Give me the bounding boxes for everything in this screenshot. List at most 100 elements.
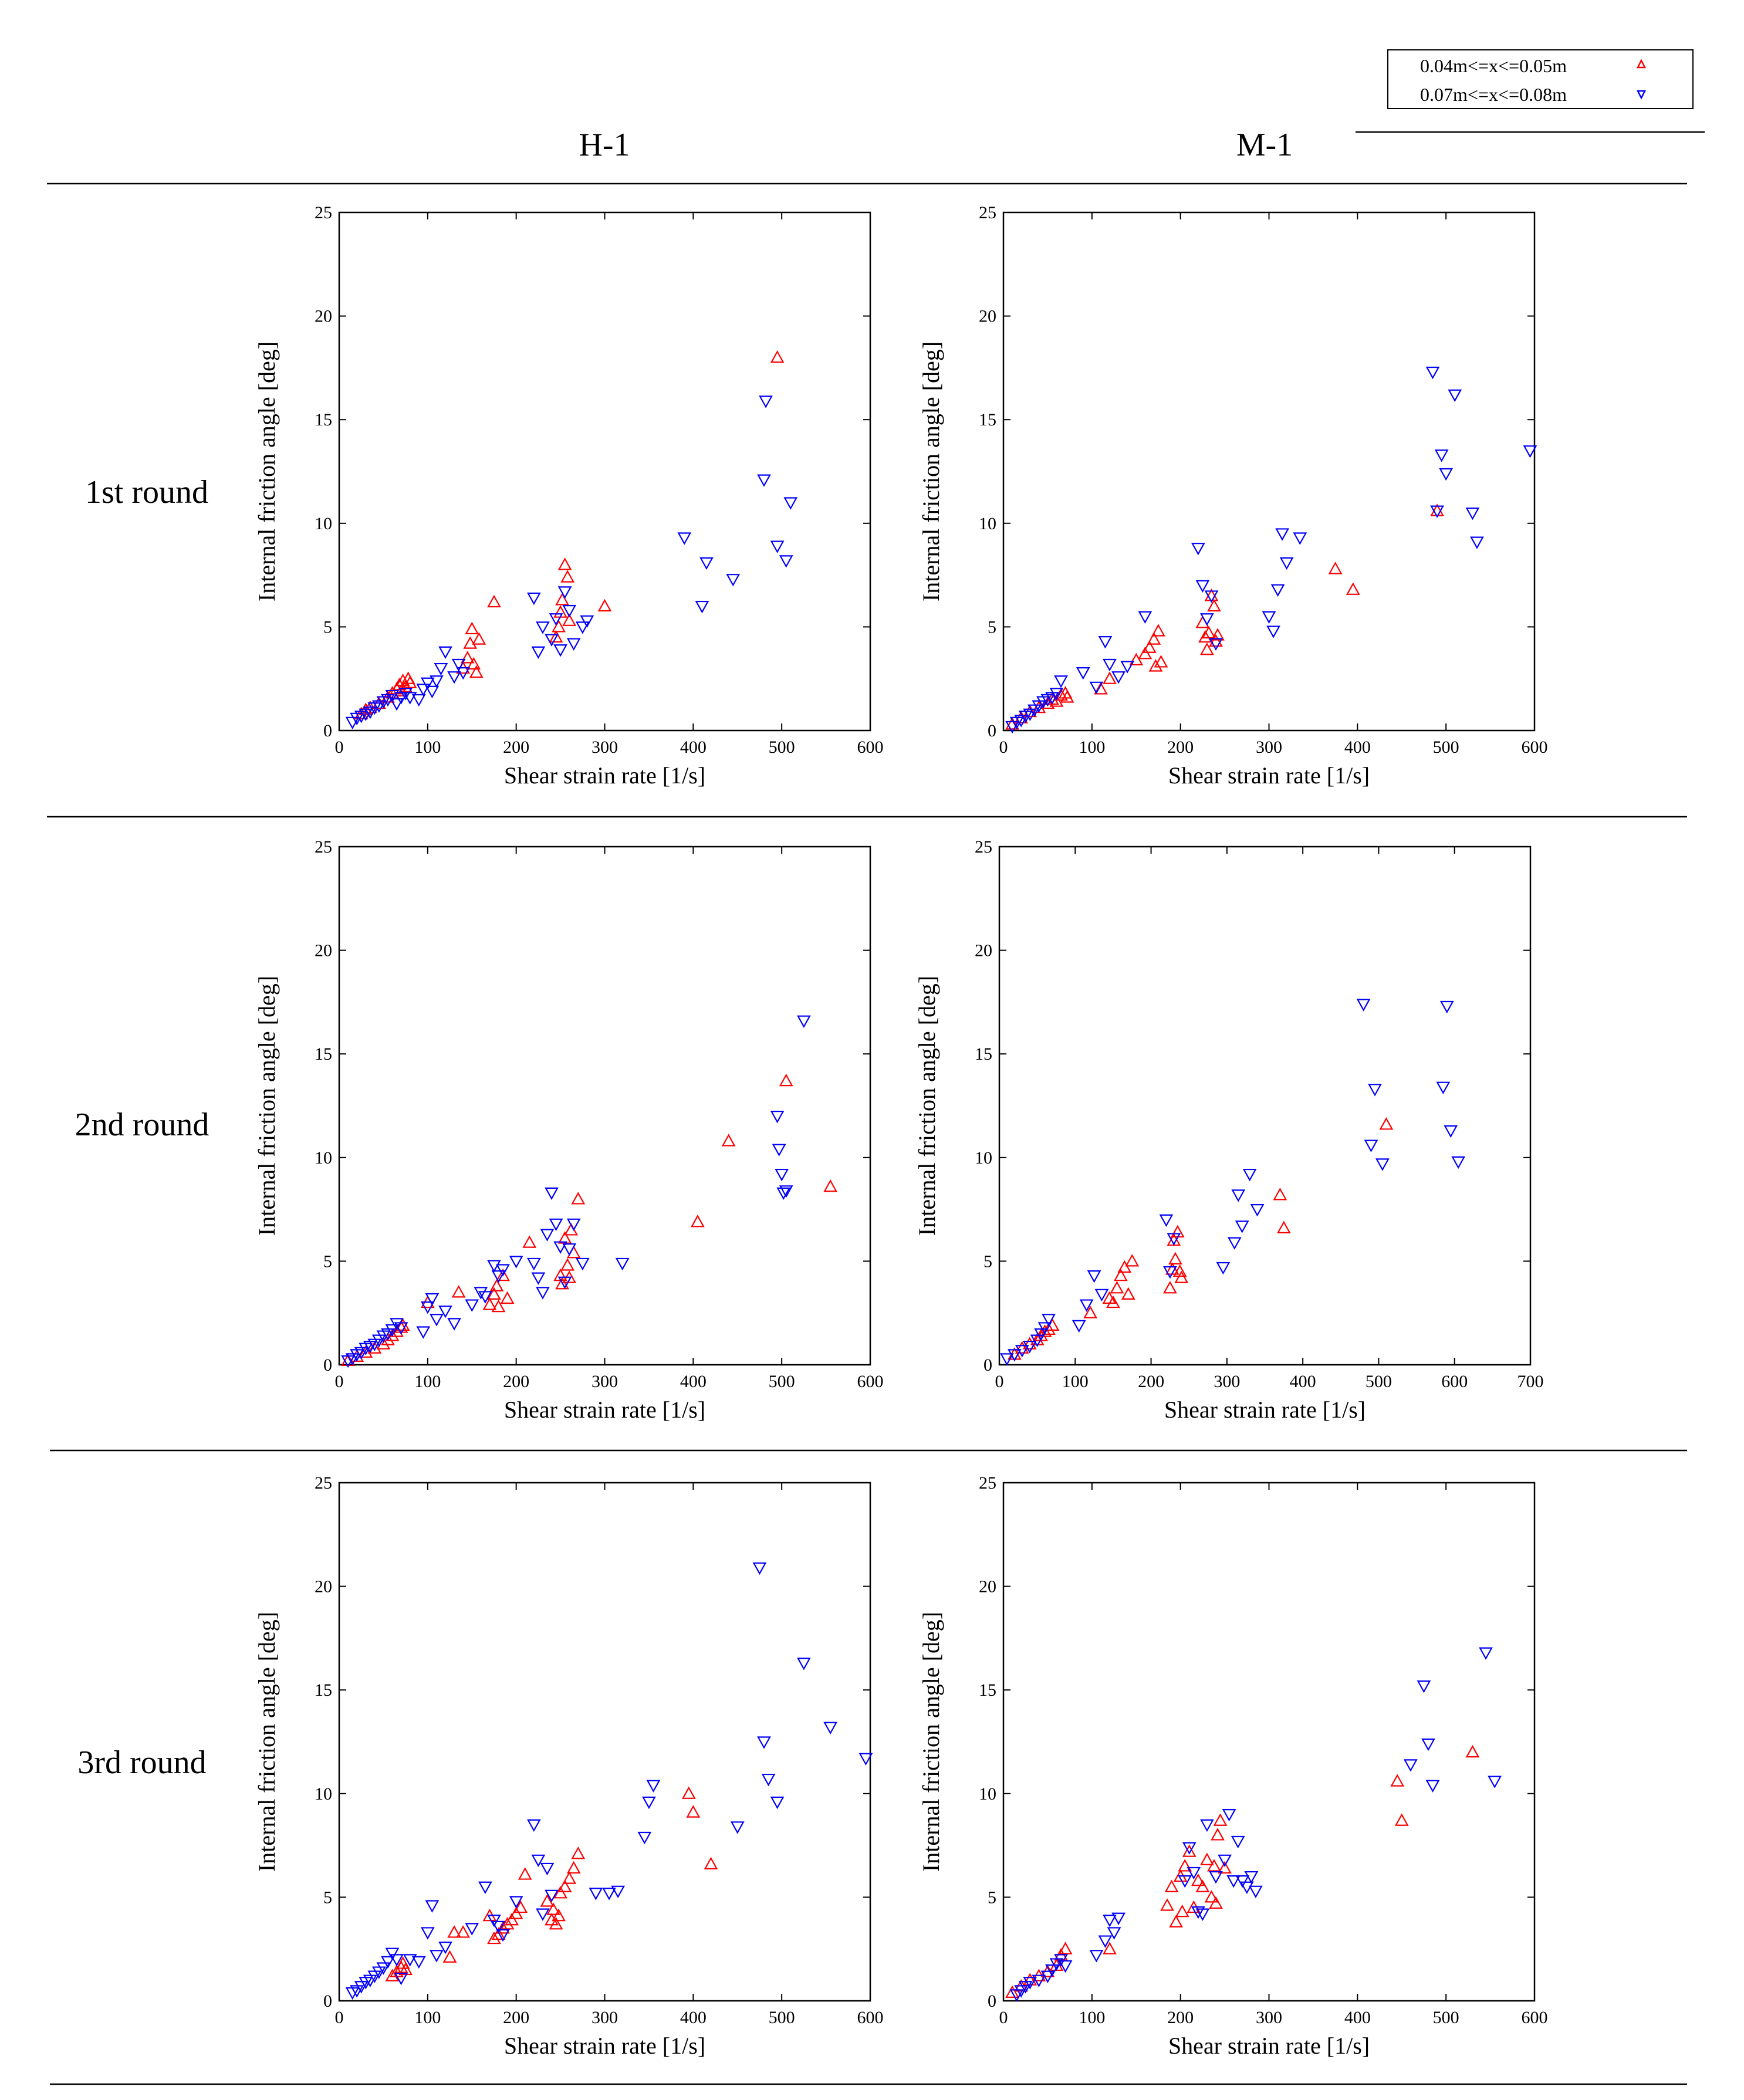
chart-h1-3: 0 100 200 300 400 500 600 0 5 10 15 20 25 Shear strai… [254,1473,884,2059]
y-tick-label: 10 [979,1784,996,1804]
data-point-triangle-up [1037,1324,1052,1337]
data-point-triangle-up [553,1886,567,1899]
data-point-triangle-down [403,692,417,705]
data-point-triangle-down [1014,1985,1029,1998]
x-axis-label: Shear strain rate [1/s] [504,2033,705,2059]
data-point-triangle-down [1023,1977,1037,1990]
y-tick-label: 0 [988,721,996,740]
x-tick-label: 200 [1138,1372,1164,1391]
data-point-triangle-down [1195,1908,1210,1921]
data-point-triangle-up [1110,1281,1124,1294]
data-point-triangle-down [1262,611,1276,624]
x-tick-label: 500 [769,1372,795,1391]
plot-frame [338,211,871,732]
y-tick-label: 10 [975,1148,992,1168]
data-point-triangle-up [472,632,486,645]
data-point-triangle-down [1009,1989,1024,2002]
data-point-triangle-down [1439,468,1454,481]
data-point-triangle-down [1111,1912,1126,1925]
data-point-triangle-down [1042,1314,1056,1327]
row-title-1st: 1st round [85,474,208,510]
plot-frame [1002,1482,1536,2002]
y-tick-label: 10 [315,1784,332,1804]
data-point-triangle-up [1465,1744,1480,1758]
data-point-triangle-up [1164,1879,1179,1892]
data-point-triangle-up [500,1917,515,1930]
data-point-triangle-up [560,1258,575,1271]
data-point-triangle-up [571,1846,586,1859]
y-tick-label: 20 [975,941,992,961]
x-tick-label: 100 [1062,1372,1089,1391]
y-axis-label: Internal friction angle [deg] [254,976,280,1236]
data-point-triangle-down [1368,1084,1382,1097]
data-point-triangle-up [1094,682,1108,695]
data-point-triangle-down [1444,1125,1458,1138]
data-point-triangle-down [1098,636,1113,649]
data-point-triangle-down [478,1881,492,1895]
data-point-triangle-up [1160,1898,1174,1911]
y-tick-label: 0 [983,1355,992,1375]
data-point-triangle-up [1218,1861,1232,1874]
data-point-triangle-up [491,1927,506,1940]
data-point-triangle-down [779,555,793,568]
data-point-triangle-up [545,1912,559,1926]
data-point-triangle-down [1087,1270,1101,1283]
y-tick-label: 15 [315,1680,332,1700]
data-point-triangle-down [1030,1334,1045,1347]
x-tick-label: 300 [592,738,618,757]
data-point-triangle-up [1328,562,1343,574]
data-point-triangle-up [823,1179,837,1192]
y-tick-label: 15 [979,410,996,430]
data-point-triangle-down [772,1144,786,1156]
data-point-triangle-down [425,1900,440,1913]
data-point-triangle-down [1072,1320,1086,1333]
data-point-triangle-up [681,1786,696,1799]
data-point-triangle-down [646,1780,661,1793]
data-point-triangle-down [761,1773,776,1787]
data-point-triangle-up [704,1856,718,1869]
data-point-triangle-down [447,1318,461,1331]
data-point-triangle-down [1182,1842,1197,1855]
data-point-triangle-down [1235,1220,1249,1233]
data-point-triangle-down [1103,658,1117,672]
data-point-triangle-down [1231,1189,1246,1202]
y-tick-label: 25 [315,837,332,857]
data-point-triangle-up [555,1276,569,1290]
y-tick-label: 5 [323,1888,332,1907]
data-point-triangle-down [611,1885,625,1899]
data-point-triangle-down [438,646,452,660]
data-point-triangle-down [372,1334,386,1347]
data-point-triangle-down [1421,1738,1435,1751]
data-point-triangle-down [1231,1835,1245,1849]
data-point-triangle-up [546,1902,560,1915]
chart-h1-2: 0 100 200 300 400 500 600 0 5 10 15 20 25 Shear strai… [254,837,884,1423]
y-tick-label: 20 [315,1577,332,1597]
data-point-triangle-down [1191,543,1205,556]
data-point-triangle-up [398,679,413,692]
data-point-triangle-up [1195,1879,1210,1892]
data-point-triangle-down [1479,1647,1493,1660]
data-point-triangle-down [350,1985,364,1998]
data-point-triangle-down [531,646,546,660]
data-point-triangle-down [478,1291,492,1304]
data-point-triangle-up [385,1969,400,1981]
data-point-triangle-down [1195,580,1210,593]
data-point-triangle-down [345,1353,360,1366]
data-point-triangle-up [1117,1260,1132,1273]
data-point-triangle-down [1107,1927,1121,1940]
data-point-triangle-down [1138,611,1152,624]
data-point-triangle-down [1049,688,1064,701]
chart-h1-1: 0 100 200 300 400 500 600 0 5 10 15 20 25 Shear strai… [254,203,884,789]
data-point-triangle-down [1436,1081,1451,1094]
x-tick-label: 100 [414,2008,441,2027]
data-point-triangle-up [487,594,501,608]
chart-m1-2: 0 100 200 300 400 500 600 700 0 5 10 15 20 25 Shear st… [914,837,1544,1423]
data-point-triangle-up [562,613,577,626]
x-tick-label: 500 [1433,738,1459,757]
data-point-triangle-down [447,671,461,684]
plot-frame [338,1482,871,2002]
data-point-triangle-down [381,1328,395,1341]
data-point-triangle-up [482,1297,497,1310]
data-point-triangle-down [394,692,408,705]
